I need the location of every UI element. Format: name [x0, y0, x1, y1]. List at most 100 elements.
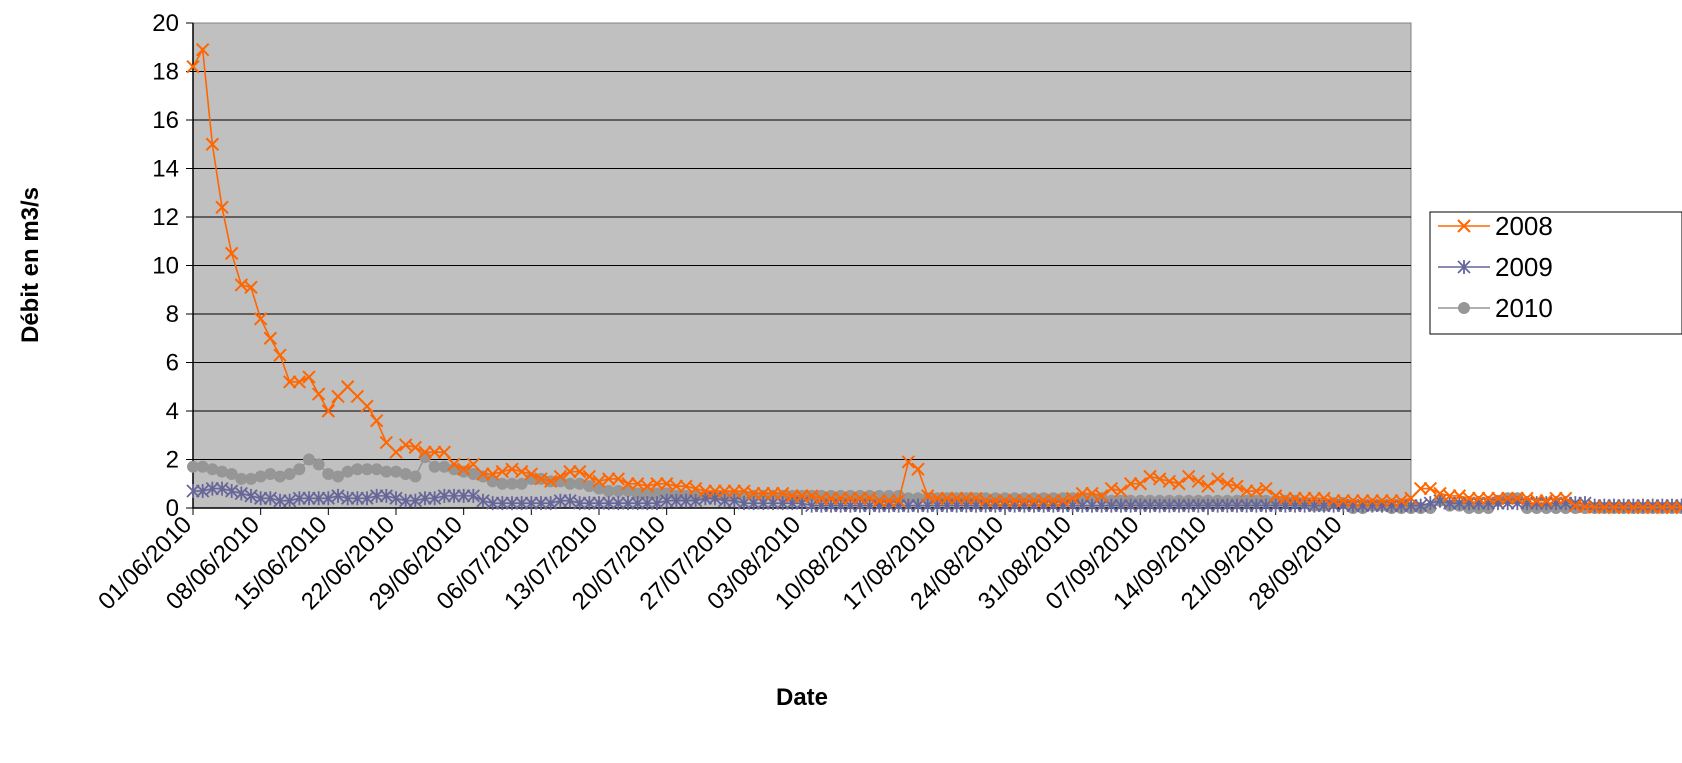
data-point [1336, 494, 1351, 508]
data-point [215, 200, 229, 215]
data-point [253, 312, 268, 326]
data-point [292, 491, 306, 506]
data-point [746, 486, 761, 501]
data-point [418, 491, 432, 506]
data-point [882, 494, 896, 508]
legend-entry-2009: 2009 [1438, 252, 1553, 282]
data-point [911, 462, 925, 476]
y-tick-label: 4 [166, 398, 179, 425]
data-point [1500, 491, 1515, 506]
data-point [389, 445, 403, 459]
data-point [534, 496, 548, 511]
data-point [234, 486, 248, 501]
data-point [824, 491, 838, 506]
data-point [273, 348, 287, 362]
data-point [1587, 500, 1602, 514]
data-point [205, 481, 219, 496]
data-point [1414, 498, 1428, 513]
data-point [293, 463, 306, 476]
data-point [1075, 498, 1089, 513]
data-point [186, 484, 200, 499]
data-point [408, 440, 423, 455]
data-point [408, 493, 422, 508]
data-point [1143, 469, 1157, 484]
data-point [1269, 498, 1283, 513]
data-point [785, 489, 800, 503]
data-point [988, 494, 1003, 508]
data-point [1210, 472, 1225, 486]
data-point [524, 496, 538, 511]
data-point [1423, 481, 1438, 496]
data-point [303, 453, 315, 466]
data-point [1056, 494, 1070, 508]
data-point [679, 479, 693, 493]
legend-entry-2010: 2010 [1438, 293, 1553, 323]
data-point [466, 488, 480, 503]
y-axis: 0 2 4 6 8 10 12 14 16 18 20 [152, 10, 194, 522]
data-point [921, 498, 935, 513]
data-point [978, 494, 993, 508]
data-point [582, 469, 597, 484]
data-point [1636, 500, 1650, 515]
data-point [775, 486, 790, 501]
data-point [1191, 498, 1205, 513]
legend-marker [1458, 302, 1470, 314]
data-point [756, 486, 771, 501]
data-point [332, 470, 344, 483]
data-point [398, 438, 413, 452]
data-point [1278, 491, 1293, 506]
data-point [1616, 500, 1631, 515]
data-point [969, 491, 983, 506]
data-point [437, 488, 451, 503]
data-point [659, 477, 674, 491]
data-point [688, 481, 703, 496]
data-point [1036, 494, 1051, 508]
series-group [186, 42, 1682, 515]
data-point [486, 496, 500, 511]
data-point [389, 491, 403, 506]
data-point [1471, 491, 1486, 506]
data-point [283, 468, 296, 481]
data-point [369, 413, 384, 428]
data-point [1346, 494, 1360, 508]
data-point [1462, 491, 1476, 506]
x-axis: 01/06/201008/06/201015/06/201022/06/2010… [93, 507, 1411, 615]
data-point [302, 491, 316, 506]
data-point [457, 488, 471, 503]
data-point [514, 464, 529, 479]
data-point [862, 491, 877, 506]
data-point [1549, 491, 1563, 506]
data-point [311, 387, 326, 401]
data-point [282, 375, 297, 389]
data-point [1133, 477, 1148, 491]
data-point [631, 496, 645, 511]
data-point [292, 375, 307, 389]
data-point [920, 489, 935, 503]
data-point [312, 491, 326, 506]
data-point [717, 484, 732, 498]
data-point [360, 399, 374, 413]
data-point [1607, 500, 1621, 515]
data-point [1413, 481, 1428, 496]
series-2009 [186, 481, 1682, 513]
y-tick-label: 12 [152, 204, 179, 231]
legend-label: 2009 [1495, 252, 1553, 282]
data-point [998, 494, 1012, 508]
data-point [1375, 494, 1389, 508]
data-point [563, 464, 577, 479]
data-point [1201, 498, 1215, 513]
data-point [1065, 491, 1080, 506]
data-point [379, 488, 393, 503]
data-point [804, 489, 819, 503]
data-point [737, 484, 751, 498]
data-point [341, 491, 355, 506]
data-point [1143, 498, 1157, 513]
data-point [1539, 494, 1554, 508]
data-point [1249, 484, 1264, 498]
data-point [427, 445, 442, 459]
legend-label: 2010 [1495, 293, 1553, 323]
data-point [1597, 500, 1612, 515]
data-point [640, 496, 654, 511]
data-point [1655, 500, 1670, 515]
y-tick-label: 2 [166, 447, 179, 474]
